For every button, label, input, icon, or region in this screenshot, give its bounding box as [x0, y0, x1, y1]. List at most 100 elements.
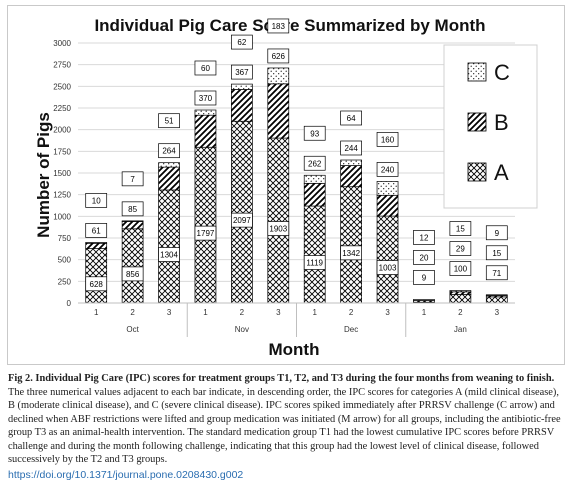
bar-segment-c	[267, 67, 290, 85]
y-tick-label: 500	[58, 256, 72, 265]
data-label-c: 51	[165, 117, 174, 126]
data-label-b: 85	[128, 205, 137, 214]
data-label-box	[303, 125, 326, 141]
data-label-a: 1119	[306, 259, 323, 268]
data-label-a: 100	[454, 265, 468, 274]
bar-segment-c	[121, 220, 144, 222]
bar-segment-b	[231, 89, 253, 122]
y-tick-label: 2000	[53, 126, 71, 135]
data-label-a: 2097	[233, 216, 251, 225]
data-label-a: 1342	[342, 249, 360, 258]
bar-segment-c	[303, 174, 326, 184]
data-label-box	[340, 245, 362, 261]
bar-segment-c	[85, 242, 108, 244]
y-tick-label: 2750	[53, 61, 71, 70]
bar-segment-c	[340, 159, 362, 166]
x-tick-label: 1	[94, 308, 99, 317]
data-label-c: 15	[456, 225, 465, 234]
data-label-box	[231, 64, 253, 80]
bar-segment-c	[194, 109, 217, 116]
legend-swatch-a	[467, 162, 487, 182]
data-label-box	[413, 230, 435, 245]
data-label-b: 370	[199, 94, 213, 103]
bar-segment-b	[121, 221, 144, 230]
bar-segment-b	[376, 194, 399, 217]
bar-segment-c	[231, 83, 253, 90]
data-label-box	[303, 155, 326, 171]
x-group-label: Nov	[235, 325, 249, 334]
data-label-b: 240	[381, 165, 395, 174]
x-tick-label: 1	[312, 308, 317, 317]
y-tick-label: 3000	[53, 39, 71, 48]
data-label-c: 60	[201, 64, 210, 73]
legend-label-b: B	[494, 110, 509, 135]
data-label-box	[267, 221, 290, 236]
data-label-b: 262	[308, 159, 322, 168]
y-tick-label: 1500	[53, 169, 71, 178]
bar-segment-c	[158, 162, 180, 168]
y-tick-label: 2500	[53, 82, 71, 91]
data-label-b: 15	[492, 249, 501, 258]
x-tick-label: 2	[240, 308, 245, 317]
y-tick-label: 0	[67, 299, 72, 308]
bar-segment-a	[121, 228, 144, 304]
data-label-c: 160	[381, 135, 395, 144]
y-tick-label: 2250	[53, 104, 71, 113]
data-label-a: 856	[126, 270, 140, 279]
data-label-a: 1797	[197, 229, 215, 238]
bar-segment-c	[485, 294, 508, 296]
data-label-box	[158, 247, 180, 262]
bar-segment-b	[303, 182, 326, 207]
bar-segment-a	[376, 215, 399, 304]
x-tick-label: 2	[349, 308, 354, 317]
x-axis-label: Month	[269, 340, 320, 359]
data-label-box	[194, 90, 217, 106]
data-label-box	[449, 261, 472, 276]
bar-segment-a	[158, 189, 180, 304]
data-label-box	[158, 113, 180, 129]
data-label-box	[267, 48, 290, 64]
data-label-box	[267, 18, 290, 34]
data-label-box	[340, 110, 362, 126]
legend-box	[443, 44, 538, 209]
data-label-a: 9	[422, 273, 427, 282]
bar-segment-c	[376, 181, 399, 196]
x-tick-label: 2	[130, 308, 135, 317]
y-axis-label: Number of Pigs	[34, 112, 53, 238]
bar-segment-c	[449, 290, 472, 293]
data-label-a: 1903	[269, 225, 287, 234]
x-tick-label: 3	[385, 308, 390, 317]
chart: Individual Pig Care Score Summarized by …	[34, 16, 538, 359]
doi-link[interactable]: https://doi.org/10.1371/journal.pone.020…	[8, 469, 244, 481]
data-label-box	[231, 212, 253, 228]
data-label-c: 93	[310, 129, 319, 138]
bar-segment-a	[231, 120, 253, 304]
data-label-box	[376, 162, 399, 177]
data-label-box	[340, 140, 362, 156]
data-label-box	[303, 255, 326, 270]
data-label-box	[485, 245, 508, 261]
data-label-box	[485, 225, 508, 241]
data-label-box	[376, 132, 399, 147]
bar-segment-a	[85, 248, 108, 304]
bar-segment-b	[85, 242, 108, 249]
x-tick-label: 3	[167, 308, 172, 317]
legend-label-c: C	[494, 60, 510, 85]
bar-segment-c	[413, 299, 435, 301]
data-label-b: 29	[456, 245, 465, 254]
bar-segment-b	[449, 291, 472, 295]
y-tick-label: 1000	[53, 212, 71, 221]
data-label-a: 628	[90, 280, 104, 289]
bar-segment-b	[158, 166, 180, 191]
x-tick-label: 1	[422, 308, 427, 317]
data-label-box	[231, 34, 253, 50]
x-tick-label: 3	[276, 308, 281, 317]
bar-segment-b	[340, 165, 362, 188]
data-label-box	[449, 221, 472, 236]
bar-segment-a	[194, 146, 217, 304]
y-tick-label: 1750	[53, 147, 71, 156]
data-label-c: 64	[347, 114, 356, 123]
data-label-box	[85, 223, 108, 238]
legend-swatch-c	[467, 62, 487, 82]
data-label-box	[485, 265, 508, 281]
